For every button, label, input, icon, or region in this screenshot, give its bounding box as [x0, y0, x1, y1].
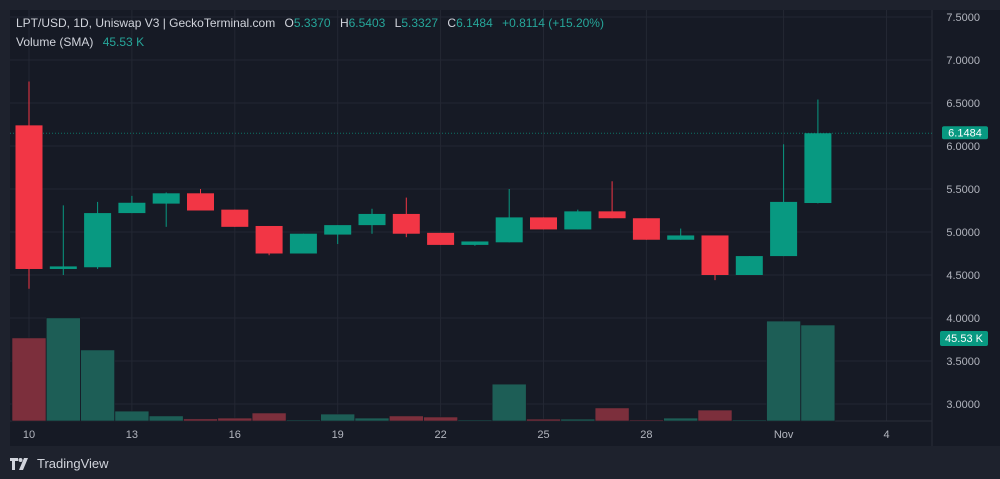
close-number: 6.1484 — [456, 16, 493, 30]
volume-bar — [457, 419, 493, 422]
candle-body — [598, 211, 626, 219]
candle-body — [804, 133, 832, 204]
volume-legend: Volume (SMA) 45.53 K — [16, 33, 610, 52]
volume-bar — [114, 410, 150, 422]
open-number: 5.3370 — [293, 16, 331, 30]
candle-body — [49, 266, 77, 269]
candle-body — [118, 202, 146, 214]
candle-body — [530, 217, 557, 230]
candle-body — [461, 241, 489, 245]
volume-bar — [183, 418, 218, 422]
y-tick-label: 3.5000 — [946, 356, 980, 368]
chart-legend: LPT/USD, 1D, Uniswap V3 | GeckoTerminal.… — [16, 14, 610, 52]
brand-name: TradingView — [37, 456, 109, 471]
volume-bar — [320, 413, 356, 422]
low-label: L — [394, 16, 402, 30]
candle-body — [84, 213, 112, 268]
candle-body — [667, 235, 695, 240]
change-value: +0.8114 (+15.20%) — [502, 16, 604, 30]
volume-bar — [731, 419, 767, 422]
candle-body — [770, 201, 798, 257]
volume-bar — [217, 417, 253, 422]
y-tick-label: 6.0000 — [946, 141, 980, 153]
candle-body — [358, 213, 386, 226]
y-tick-label: 7.0000 — [946, 55, 980, 67]
candle-body — [187, 193, 214, 211]
volume-bar — [45, 317, 81, 422]
high-value: H6.5403 — [340, 16, 385, 30]
x-tick-label: 10 — [23, 429, 35, 441]
low-value: L5.3327 — [395, 16, 438, 30]
volume-bar — [11, 337, 47, 422]
x-tick-label: 28 — [640, 429, 652, 441]
open-label: O — [284, 16, 294, 30]
candle-body — [701, 235, 729, 275]
close-value: C6.1484 — [447, 16, 492, 30]
candle-body — [427, 232, 455, 245]
volume-bar — [594, 407, 630, 422]
x-tick-label: 16 — [229, 429, 241, 441]
price-axis — [932, 10, 1000, 446]
x-tick-label: 4 — [883, 429, 889, 441]
candle-body — [324, 225, 352, 235]
last-volume-label: 45.53 K — [945, 333, 984, 345]
candle-body — [255, 225, 283, 254]
y-tick-label: 6.5000 — [946, 98, 980, 110]
x-tick-label: Nov — [774, 429, 794, 441]
high-number: 6.5403 — [348, 16, 386, 30]
volume-bar — [148, 415, 184, 422]
open-value: O5.3370 — [285, 16, 331, 30]
last-price-label: 6.1484 — [948, 128, 982, 140]
volume-bar — [491, 383, 527, 422]
volume-bar — [388, 415, 424, 422]
close-label: C — [447, 16, 457, 30]
volume-value: 45.53 K — [102, 35, 145, 49]
y-tick-label: 7.5000 — [946, 12, 980, 24]
y-tick-label: 5.5000 — [946, 184, 980, 196]
volume-bar — [251, 412, 287, 422]
volume-bar — [800, 324, 836, 422]
volume-bar — [663, 417, 699, 422]
candle-body — [15, 125, 43, 269]
y-tick-label: 4.0000 — [946, 313, 980, 325]
volume-bar — [766, 320, 801, 422]
volume-bar — [526, 418, 561, 422]
volume-bar — [423, 416, 458, 422]
candle-body — [735, 256, 763, 275]
last-price-badge — [942, 126, 988, 140]
candle-body — [152, 193, 180, 204]
tradingview-logo-icon — [10, 457, 28, 470]
volume-bar — [629, 419, 664, 422]
x-tick-label: 25 — [537, 429, 549, 441]
last-volume-badge — [940, 331, 988, 346]
volume-bar — [560, 418, 596, 422]
low-number: 5.3327 — [401, 16, 439, 30]
candle-body — [392, 213, 420, 234]
candle-body — [495, 217, 523, 243]
x-tick-label: 19 — [332, 429, 344, 441]
volume-label[interactable]: Volume (SMA) — [16, 35, 94, 49]
y-tick-label: 5.0000 — [946, 227, 980, 239]
high-label: H — [339, 16, 349, 30]
volume-bar — [697, 409, 733, 422]
candle-body — [221, 209, 249, 227]
volume-bar — [80, 349, 115, 422]
ohlc-legend: LPT/USD, 1D, Uniswap V3 | GeckoTerminal.… — [16, 14, 610, 33]
candle-body — [564, 211, 592, 230]
candle-body — [289, 233, 317, 254]
y-tick-label: 4.5000 — [946, 270, 980, 282]
y-tick-label: 3.0000 — [946, 399, 980, 411]
x-tick-label: 22 — [434, 429, 446, 441]
volume-bar — [354, 417, 390, 422]
volume-bar — [286, 419, 321, 422]
candle-body — [632, 218, 660, 240]
tradingview-branding[interactable]: TradingView — [10, 456, 109, 471]
symbol-info[interactable]: LPT/USD, 1D, Uniswap V3 | GeckoTerminal.… — [16, 16, 276, 30]
x-tick-label: 13 — [126, 429, 138, 441]
